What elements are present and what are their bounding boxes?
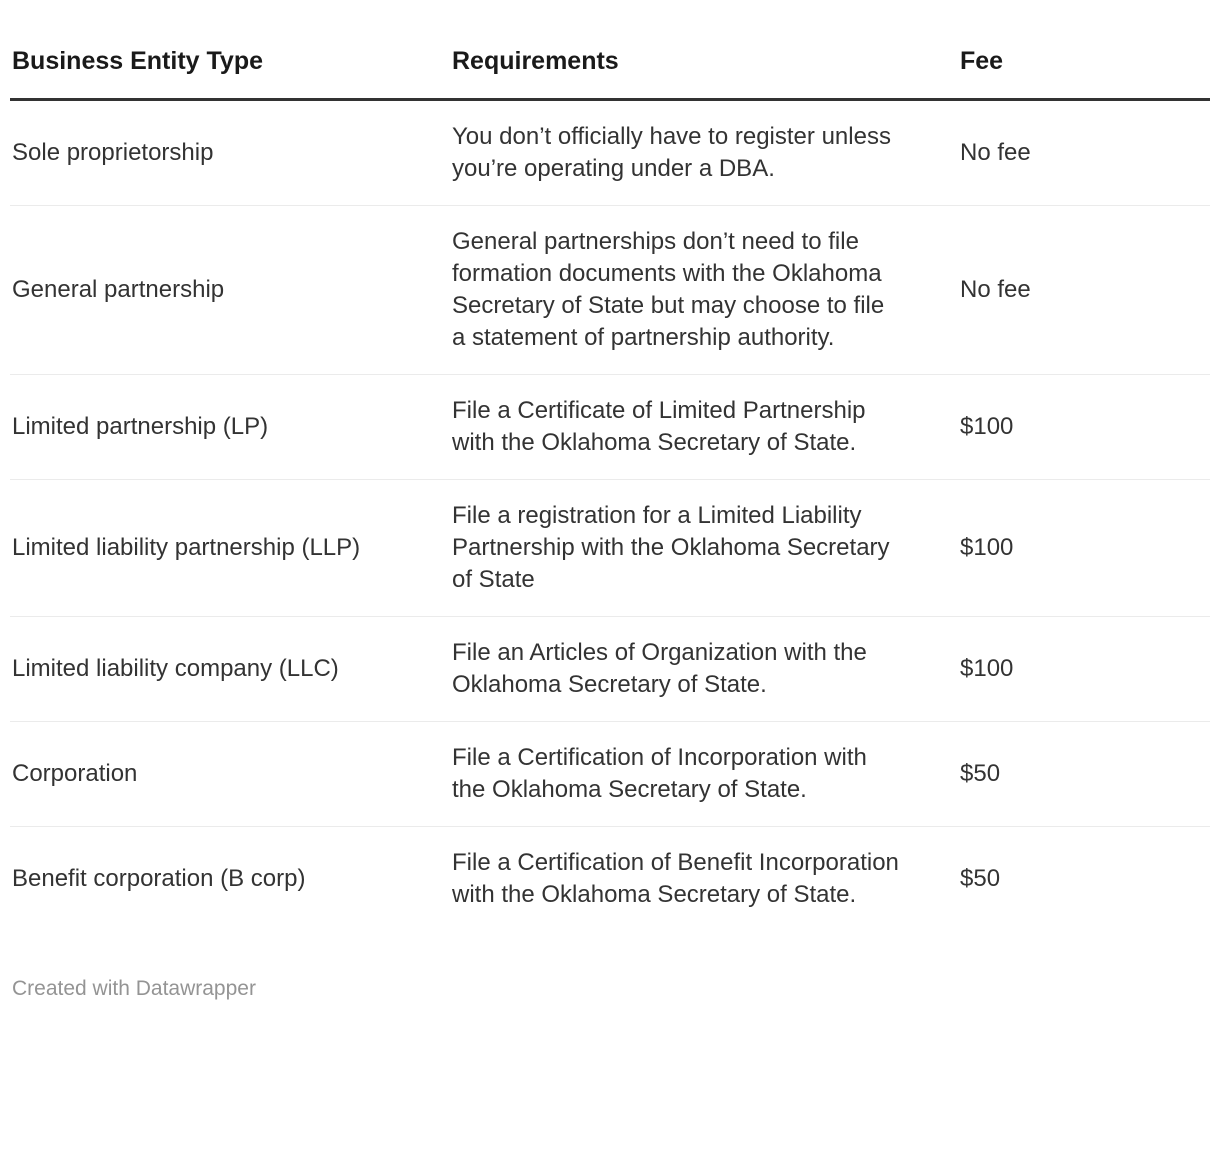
entity-type-cell: Limited liability company (LLC) [10,616,450,722]
table-row-sole-proprietorship: Sole proprietorship You don’t officially… [10,100,1210,206]
fee-cell: $100 [958,479,1210,617]
entity-type-cell: Sole proprietorship [12,139,214,166]
entity-type-cell: Limited partnership (LP) [10,374,450,480]
fee-cell: $50 [958,721,1210,827]
fee-cell: No fee [958,205,1210,375]
entity-type-cell: General partnership [10,205,450,375]
requirements-cell: You don’t officially have to register un… [452,123,891,182]
requirements-cell: File a Certification of Benefit Incorpor… [450,826,958,931]
fee-cell: $100 [958,374,1210,480]
datawrapper-credit: Created with Datawrapper [12,977,256,1000]
requirements-cell: General partnerships don’t need to file … [450,205,958,375]
column-header-business-entity-type: Business Entity Type [10,0,450,101]
header-row: Business Entity Type Requirements Fee [10,0,1210,101]
table-row-limited-liability-partnership: Limited liability partnership (LLP) File… [10,479,1210,617]
business-entity-fee-table: Business Entity Type Requirements Fee So… [10,0,1210,931]
entity-type-cell: Benefit corporation (B corp) [10,826,450,931]
entity-type-cell: Limited liability partnership (LLP) [10,479,450,617]
entity-type-cell: Corporation [10,721,450,827]
requirements-cell: File an Articles of Organization with th… [450,616,958,722]
requirements-cell: File a Certification of Incorporation wi… [450,721,958,827]
fee-cell: $50 [958,826,1210,931]
column-header-requirements: Requirements [450,0,958,101]
requirements-cell: File a registration for a Limited Liabil… [450,479,958,617]
fee-cell: No fee [960,139,1031,166]
requirements-cell: File a Certificate of Limited Partnershi… [450,374,958,480]
table-row-corporation: Corporation File a Certification of Inco… [10,721,1210,827]
table-row-general-partnership: General partnership General partnerships… [10,205,1210,375]
business-entity-fee-table-container: Business Entity Type Requirements Fee So… [10,0,1210,1000]
table-row-limited-partnership: Limited partnership (LP) File a Certific… [10,374,1210,480]
column-header-fee: Fee [958,0,1210,101]
table-row-benefit-corporation: Benefit corporation (B corp) File a Cert… [10,826,1210,931]
fee-cell: $100 [958,616,1210,722]
table-row-limited-liability-company: Limited liability company (LLC) File an … [10,616,1210,722]
